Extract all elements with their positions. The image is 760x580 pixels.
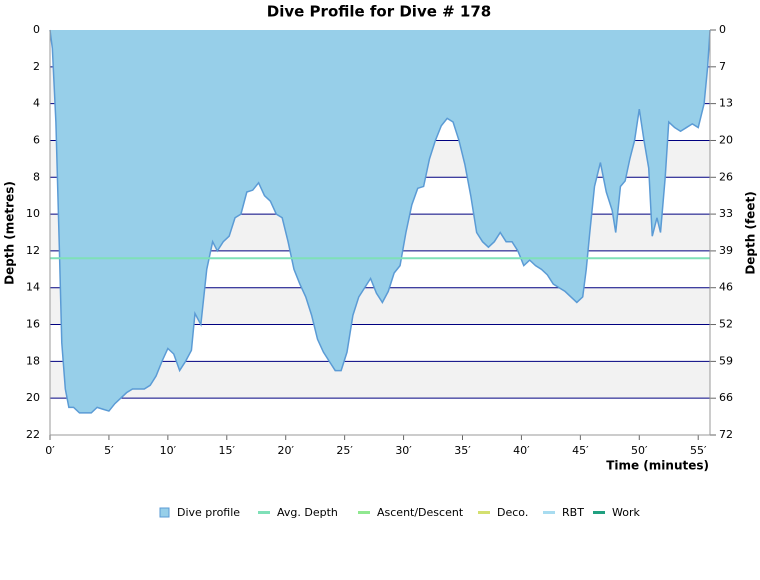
legend-swatch <box>593 511 605 514</box>
y-tick-label: 18 <box>26 354 40 367</box>
y2-tick-label: 26 <box>719 170 733 183</box>
x-tick-label: 50′ <box>631 444 648 457</box>
legend-label: Ascent/Descent <box>377 506 464 519</box>
chart-title: Dive Profile for Dive # 178 <box>267 3 491 21</box>
legend-label: Dive profile <box>177 506 240 519</box>
y2-tick-label: 46 <box>719 281 733 294</box>
x-tick-label: 55′ <box>690 444 707 457</box>
y2-tick-label: 33 <box>719 207 733 220</box>
legend-swatch <box>478 511 490 514</box>
y2-tick-label: 20 <box>719 133 733 146</box>
legend-label: Work <box>612 506 640 519</box>
y2-tick-label: 39 <box>719 244 733 257</box>
legend-swatch <box>159 507 170 518</box>
y2-tick-label: 59 <box>719 354 733 367</box>
y-axis-label: Depth (metres) <box>3 181 17 285</box>
area-line <box>49 29 711 414</box>
legend-swatch <box>258 511 270 514</box>
legend-label: RBT <box>562 506 584 519</box>
legend-swatch <box>358 511 370 514</box>
y-tick-label: 8 <box>33 170 40 183</box>
y-tick-label: 0 <box>33 23 40 36</box>
y-tick-label: 12 <box>26 244 40 257</box>
legend-label: Deco. <box>497 506 528 519</box>
x-tick-label: 25′ <box>336 444 353 457</box>
area-fill <box>50 30 710 413</box>
y2-tick-label: 72 <box>719 428 733 441</box>
y2-tick-label: 52 <box>719 318 733 331</box>
x-tick-label: 0′ <box>45 444 55 457</box>
x-tick-label: 35′ <box>454 444 471 457</box>
y-tick-label: 6 <box>33 133 40 146</box>
y2-tick-label: 7 <box>719 60 726 73</box>
y-tick-label: 16 <box>26 318 40 331</box>
y2-axis-label: Depth (feet) <box>744 191 758 274</box>
y2-tick-label: 13 <box>719 97 733 110</box>
x-tick-label: 20′ <box>277 444 294 457</box>
x-tick-label: 45′ <box>572 444 589 457</box>
y-tick-label: 22 <box>26 428 40 441</box>
y2-tick-label: 0 <box>719 23 726 36</box>
x-tick-label: 40′ <box>513 444 530 457</box>
y-tick-label: 10 <box>26 207 40 220</box>
legend-swatch <box>543 511 555 514</box>
y2-tick-label: 66 <box>719 391 733 404</box>
x-tick-label: 10′ <box>160 444 177 457</box>
y-tick-label: 2 <box>33 60 40 73</box>
x-tick-label: 30′ <box>395 444 412 457</box>
x-axis-label: Time (minutes) <box>606 459 709 473</box>
legend-label: Avg. Depth <box>277 506 338 519</box>
y-tick-label: 4 <box>33 97 40 110</box>
x-tick-label: 15′ <box>219 444 236 457</box>
x-tick-label: 5′ <box>104 444 114 457</box>
y-tick-label: 14 <box>26 281 40 294</box>
y-tick-label: 20 <box>26 391 40 404</box>
